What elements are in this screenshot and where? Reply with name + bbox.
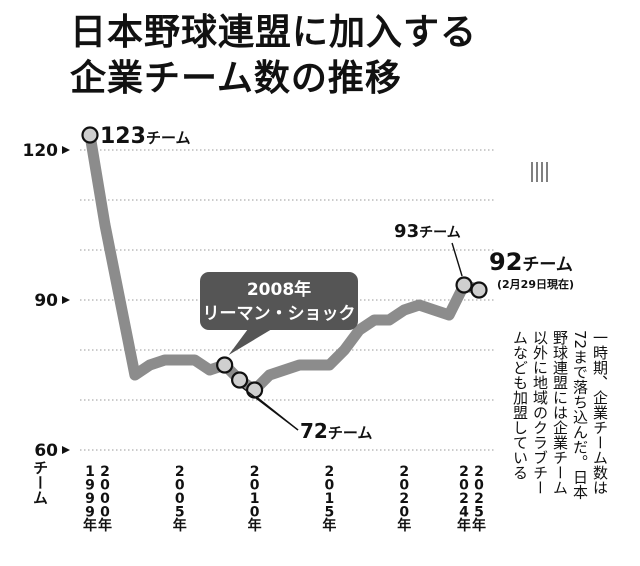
side-note: 一時期、企業チーム数は72まで落ち込んだ。日本野球連盟には企業チーム以外に地域の… xyxy=(511,330,609,500)
data-point-marker xyxy=(470,281,488,299)
x-tick-char: 0 xyxy=(250,478,260,494)
data-markers xyxy=(81,126,488,399)
x-tick-char: 2 xyxy=(459,491,469,507)
label-72-leader xyxy=(256,396,299,431)
x-tick-char: 9 xyxy=(85,478,95,494)
data-point-marker xyxy=(455,276,473,294)
label-92: 92チーム xyxy=(489,248,573,276)
label-93: 93チーム xyxy=(394,221,461,242)
y-tick-arrow-icon xyxy=(62,146,70,154)
x-tick-char: 2 xyxy=(399,491,409,507)
x-tick-char: 2 xyxy=(175,464,185,480)
callout-bubble xyxy=(200,272,358,330)
x-tick-char: 2 xyxy=(100,464,110,480)
data-point-marker xyxy=(81,126,99,144)
x-tick-char: 1 xyxy=(325,491,335,507)
callout-pointer-icon xyxy=(228,329,272,355)
x-tick-char: 年 xyxy=(173,517,187,534)
x-tick-char: 5 xyxy=(474,505,484,521)
x-tick-char: 年 xyxy=(83,517,97,534)
title-line-2: 企業チーム数の推移 xyxy=(70,58,402,99)
x-tick-char: 0 xyxy=(100,491,110,507)
y-axis-unit-label: チーム xyxy=(31,460,49,505)
x-tick-char: 2 xyxy=(474,464,484,480)
x-tick-char: 9 xyxy=(85,491,95,507)
x-tick-char: 年 xyxy=(322,517,336,534)
x-tick-char: 2 xyxy=(474,491,484,507)
x-tick-char: 0 xyxy=(459,478,469,494)
y-axis-ticks: 60 90 120 xyxy=(23,141,70,461)
title-line-1: 日本野球連盟に加入する xyxy=(70,12,478,53)
x-tick-char: 5 xyxy=(175,505,185,521)
x-tick-char: 年 xyxy=(397,517,411,534)
data-point-marker xyxy=(216,356,234,374)
data-line xyxy=(84,129,485,396)
x-tick-char: 2 xyxy=(250,464,260,480)
chart-title: 日本野球連盟に加入する 企業チーム数の推移 xyxy=(70,10,477,102)
x-tick-char: 年 xyxy=(472,517,486,534)
x-tick-char: 1 xyxy=(85,464,95,480)
label-123: 123チーム xyxy=(100,124,191,149)
legend-bars-icon xyxy=(531,162,548,182)
x-tick-char: 2 xyxy=(399,464,409,480)
x-tick-char: 2 xyxy=(325,464,335,480)
data-point-marker xyxy=(231,371,249,389)
x-tick-char: 5 xyxy=(325,505,335,521)
label-72: 72チーム xyxy=(300,419,372,443)
x-tick-char: 0 xyxy=(100,478,110,494)
data-labels: 123チーム 93チーム 92チーム(2月29日現在) 72チーム 2008年リーマン・… xyxy=(100,124,574,443)
x-tick-char: 年 xyxy=(98,517,112,534)
grid-lines xyxy=(80,149,495,451)
series-line xyxy=(84,129,485,396)
x-tick-char: 0 xyxy=(325,478,335,494)
x-tick-char: 年 xyxy=(248,517,262,534)
label-93-leader xyxy=(451,242,463,277)
x-tick-char: 0 xyxy=(474,478,484,494)
x-tick-char: 2 xyxy=(459,464,469,480)
x-tick-char: 0 xyxy=(175,491,185,507)
x-tick-char: 4 xyxy=(459,505,469,521)
x-tick-char: 0 xyxy=(399,505,409,521)
callout-line-2: リーマン・ショック xyxy=(203,304,356,324)
x-tick-char: 9 xyxy=(85,505,95,521)
x-tick-char: 1 xyxy=(250,491,260,507)
callout-line-1: 2008年 xyxy=(247,279,311,300)
x-tick-char: 年 xyxy=(457,517,471,534)
x-tick-char: 0 xyxy=(399,478,409,494)
x-tick-char: 0 xyxy=(100,505,110,521)
y-tick-arrow-icon xyxy=(62,446,70,454)
y-tick-label: 60 xyxy=(34,441,58,461)
x-tick-char: 0 xyxy=(175,478,185,494)
label-92-note: (2月29日現在) xyxy=(497,277,574,291)
data-point-marker xyxy=(245,381,264,399)
x-tick-char: 0 xyxy=(250,505,260,521)
y-tick-label: 90 xyxy=(34,291,58,311)
y-tick-label: 120 xyxy=(23,141,59,161)
y-tick-arrow-icon xyxy=(62,296,70,304)
